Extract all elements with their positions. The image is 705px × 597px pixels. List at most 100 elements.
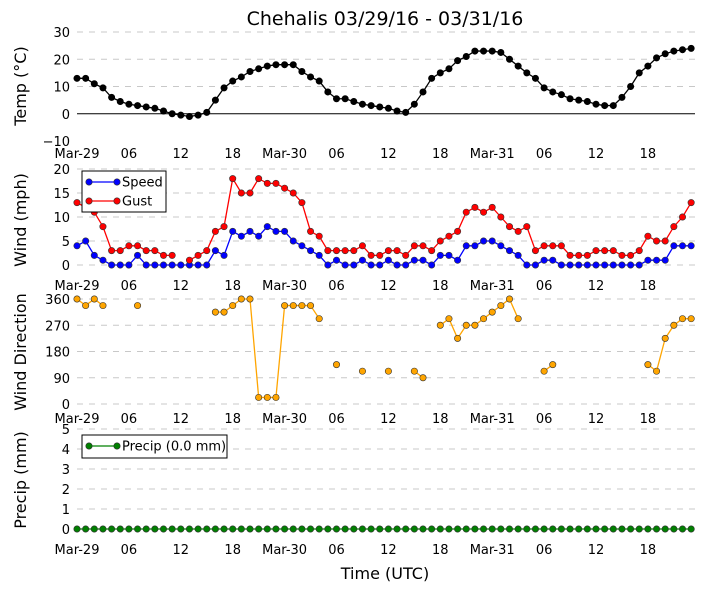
- data-point: [644, 361, 652, 369]
- data-point: [635, 69, 643, 77]
- y-axis-label: Wind Direction: [11, 293, 30, 411]
- data-point: [246, 189, 254, 197]
- legend-label: Precip (0.0 mm): [122, 440, 226, 455]
- data-point: [246, 227, 254, 235]
- data-point: [99, 84, 107, 92]
- data-point: [549, 256, 557, 264]
- data-point: [540, 367, 548, 375]
- data-point: [428, 525, 436, 533]
- data-point: [211, 308, 219, 316]
- data-point: [575, 261, 583, 269]
- data-point: [255, 232, 263, 240]
- data-point: [151, 261, 159, 269]
- data-point: [82, 74, 90, 82]
- data-point: [358, 242, 366, 250]
- data-point: [125, 242, 133, 250]
- data-point: [445, 232, 453, 240]
- data-point: [462, 525, 470, 533]
- data-point: [73, 199, 81, 207]
- data-point: [488, 237, 496, 245]
- data-point: [505, 223, 513, 231]
- x-tick-label: 18: [432, 279, 449, 294]
- data-point: [298, 199, 306, 207]
- data-point: [289, 302, 297, 310]
- data-point: [436, 321, 444, 329]
- x-tick-label: 06: [121, 279, 138, 294]
- series-line: [189, 176, 692, 261]
- x-tick-label: 18: [640, 543, 657, 558]
- data-point: [125, 261, 133, 269]
- legend-label: Speed: [122, 176, 163, 191]
- data-point: [601, 102, 609, 110]
- y-tick-label: 20: [53, 163, 70, 178]
- y-tick-label: 180: [45, 346, 70, 361]
- data-point: [419, 88, 427, 96]
- y-tick-label: 30: [53, 26, 70, 41]
- data-point: [670, 47, 678, 55]
- data-point: [73, 525, 81, 533]
- data-point: [255, 525, 263, 533]
- data-point: [393, 247, 401, 255]
- data-point: [246, 295, 254, 303]
- data-point: [549, 88, 557, 96]
- data-point: [125, 525, 133, 533]
- data-point: [462, 53, 470, 61]
- legend-marker: [113, 442, 121, 450]
- data-point: [116, 247, 124, 255]
- chart-title: Chehalis 03/29/16 - 03/31/16: [247, 8, 524, 30]
- data-point: [454, 334, 462, 342]
- data-point: [488, 203, 496, 211]
- x-tick-label: 12: [173, 279, 190, 294]
- data-point: [73, 242, 81, 250]
- data-point: [142, 103, 150, 111]
- data-point: [263, 525, 271, 533]
- data-point: [151, 525, 159, 533]
- data-point: [134, 102, 142, 110]
- data-point: [653, 237, 661, 245]
- data-point: [220, 84, 228, 92]
- x-tick-label: Mar-30: [262, 412, 307, 427]
- data-point: [644, 62, 652, 70]
- data-point: [618, 525, 626, 533]
- data-point: [211, 96, 219, 104]
- data-point: [592, 261, 600, 269]
- data-point: [255, 175, 263, 183]
- data-point: [134, 242, 142, 250]
- data-point: [609, 247, 617, 255]
- data-point: [272, 227, 280, 235]
- data-point: [90, 80, 98, 88]
- data-point: [263, 62, 271, 70]
- x-tick-label: 12: [588, 279, 605, 294]
- data-point: [332, 95, 340, 103]
- data-point: [609, 261, 617, 269]
- data-point: [566, 525, 574, 533]
- data-point: [350, 261, 358, 269]
- data-point: [627, 525, 635, 533]
- y-tick-label: 5: [62, 423, 70, 438]
- x-tick-label: 12: [380, 543, 397, 558]
- data-point: [609, 525, 617, 533]
- series-line: [77, 47, 692, 118]
- x-tick-label: 06: [328, 543, 345, 558]
- data-point: [263, 179, 271, 187]
- data-point: [203, 247, 211, 255]
- y-tick-label: 1: [62, 503, 70, 518]
- x-tick-label: 06: [121, 147, 138, 162]
- data-point: [687, 315, 695, 323]
- data-point: [627, 251, 635, 259]
- data-point: [454, 57, 462, 65]
- data-point: [687, 199, 695, 207]
- data-point: [419, 256, 427, 264]
- data-point: [376, 261, 384, 269]
- y-tick-label: 0: [62, 523, 70, 538]
- data-point: [531, 525, 539, 533]
- x-tick-label: Mar-31: [470, 279, 515, 294]
- data-point: [583, 97, 591, 105]
- data-point: [505, 525, 513, 533]
- data-point: [653, 367, 661, 375]
- data-point: [324, 525, 332, 533]
- x-tick-label: 06: [121, 412, 138, 427]
- data-point: [557, 91, 565, 99]
- data-point: [168, 110, 176, 118]
